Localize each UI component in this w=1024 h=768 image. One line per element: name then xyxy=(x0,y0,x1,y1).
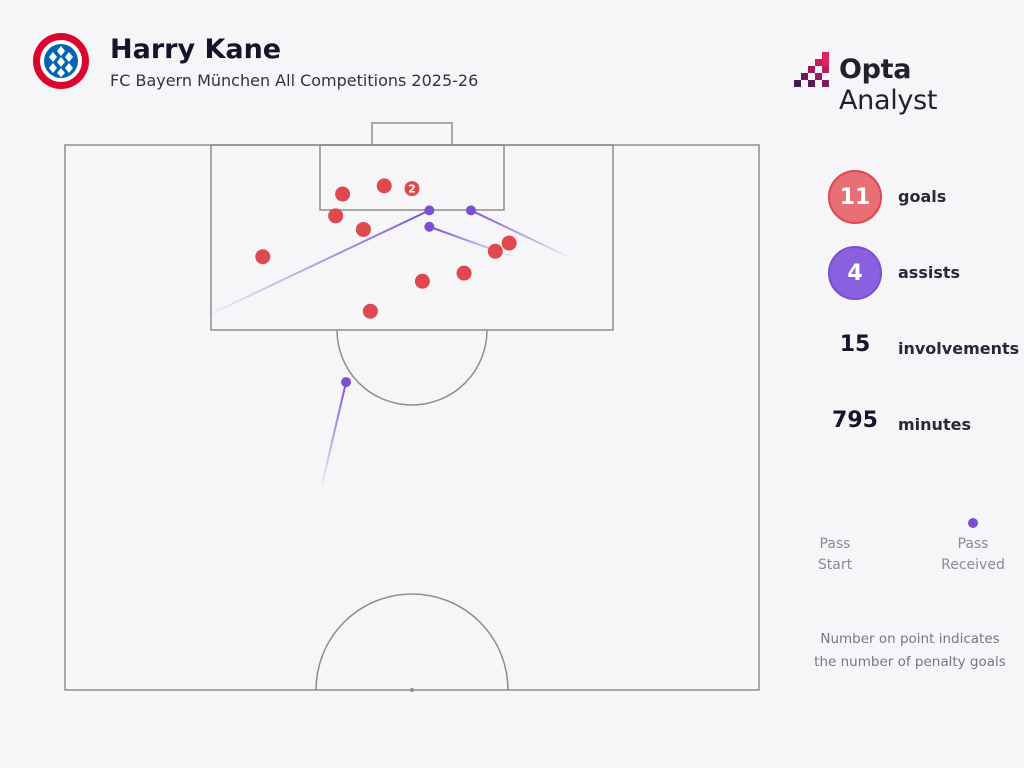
stat-value: 795 xyxy=(832,408,878,433)
stat-label: assists xyxy=(898,263,961,282)
stat-value: 15 xyxy=(839,332,871,357)
stat-goals: 11 goals xyxy=(822,170,1022,228)
goal-shot-point xyxy=(404,181,420,197)
fc-bayern-crest-icon xyxy=(33,33,89,89)
assist-pass-line xyxy=(320,381,348,486)
penalty-arc xyxy=(336,329,488,406)
goal xyxy=(371,122,453,146)
assist-received-point xyxy=(424,205,435,216)
opta-analyst-logo: Opta Analyst xyxy=(794,52,1004,116)
goal-shot-point xyxy=(501,235,517,251)
penalty-goal-count: 2 xyxy=(408,183,416,196)
centre-spot xyxy=(410,688,414,692)
penalty-area xyxy=(210,144,614,331)
assist-received-point xyxy=(465,205,476,216)
goal-shot-point xyxy=(487,243,503,259)
assist-pass-line xyxy=(470,209,569,258)
stat-minutes: 795 minutes xyxy=(822,398,1022,456)
goal-layer: 2 xyxy=(255,178,517,319)
legend-pass-received: Pass Received xyxy=(941,536,1005,573)
assist-received-point xyxy=(424,221,435,232)
stat-value: 4 xyxy=(828,246,882,300)
goal-shot-point xyxy=(335,186,351,202)
pass-received-dot xyxy=(968,518,978,528)
pass-legend-line xyxy=(835,518,978,528)
opta-logo-mark-icon xyxy=(794,52,829,87)
pass-legend: Pass Start Pass Received xyxy=(810,510,1010,590)
penalty-note: Number on point indicates the number of p… xyxy=(814,631,1006,670)
stat-assists: 4 assists xyxy=(822,246,1022,304)
page-title: Harry Kane xyxy=(110,34,282,65)
legend-pass-start: Pass Start xyxy=(817,536,853,573)
centre-circle xyxy=(315,593,509,691)
stat-involvements: 15 involvements xyxy=(822,322,1022,380)
stat-value: 11 xyxy=(828,170,882,224)
chart-header: Harry Kane FC Bayern München All Competi… xyxy=(32,30,992,94)
brand-name: Opta Analyst xyxy=(839,54,938,116)
goal-shot-point xyxy=(355,221,371,237)
stat-label: minutes xyxy=(898,415,971,434)
six-yard-box xyxy=(319,144,505,211)
goal-shot-point xyxy=(328,208,344,224)
goal-shot-point xyxy=(414,273,430,289)
goal-shot-point xyxy=(255,249,271,265)
pitch-outline xyxy=(64,144,760,691)
pitch-markings xyxy=(64,122,760,691)
page-subtitle: FC Bayern München All Competitions 2025-… xyxy=(110,71,479,90)
stat-label: goals xyxy=(898,187,947,206)
assist-pass-line xyxy=(210,209,430,315)
goal-shot-point xyxy=(362,303,378,319)
assist-received-point xyxy=(341,377,352,388)
stat-label: involvements xyxy=(898,339,1020,358)
goal-shot-point xyxy=(456,265,472,281)
goal-shot-point xyxy=(376,178,392,194)
